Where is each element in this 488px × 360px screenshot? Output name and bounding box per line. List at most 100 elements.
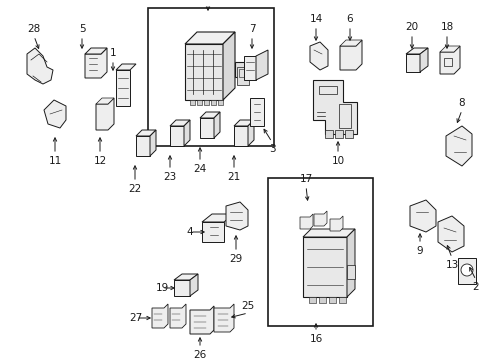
- Polygon shape: [457, 258, 475, 284]
- Polygon shape: [214, 112, 220, 138]
- Polygon shape: [419, 48, 427, 72]
- Bar: [328, 297, 335, 303]
- Bar: [210, 100, 216, 105]
- Polygon shape: [85, 48, 107, 54]
- Text: 29: 29: [229, 254, 242, 264]
- Polygon shape: [170, 304, 185, 328]
- Bar: [338, 297, 346, 303]
- Polygon shape: [214, 304, 234, 332]
- Bar: [239, 69, 246, 77]
- Polygon shape: [225, 202, 247, 230]
- Polygon shape: [190, 306, 214, 334]
- Text: 20: 20: [405, 22, 418, 32]
- Polygon shape: [309, 42, 327, 70]
- Polygon shape: [152, 304, 168, 328]
- Polygon shape: [329, 216, 342, 231]
- Polygon shape: [116, 64, 136, 70]
- Text: 14: 14: [309, 14, 322, 24]
- Bar: [218, 100, 223, 105]
- Bar: [203, 100, 208, 105]
- Bar: [443, 58, 451, 66]
- Polygon shape: [183, 120, 190, 146]
- Polygon shape: [234, 126, 247, 146]
- Polygon shape: [235, 62, 244, 77]
- Polygon shape: [405, 54, 419, 72]
- Text: 23: 23: [163, 172, 176, 182]
- Polygon shape: [339, 40, 361, 70]
- Polygon shape: [170, 120, 190, 126]
- Text: 6: 6: [346, 14, 353, 24]
- Polygon shape: [256, 50, 267, 80]
- Text: 24: 24: [193, 164, 206, 174]
- Text: 11: 11: [48, 156, 61, 166]
- Polygon shape: [136, 136, 150, 156]
- Bar: [197, 100, 202, 105]
- Polygon shape: [27, 48, 53, 84]
- Text: 17: 17: [299, 174, 312, 184]
- Text: 15: 15: [201, 0, 214, 2]
- Text: 2: 2: [472, 282, 478, 292]
- Text: 27: 27: [129, 313, 142, 323]
- Polygon shape: [303, 237, 346, 297]
- Text: 5: 5: [79, 24, 85, 34]
- Bar: [267, 178, 372, 326]
- Polygon shape: [439, 46, 459, 52]
- Polygon shape: [170, 126, 183, 146]
- Polygon shape: [174, 280, 190, 296]
- Text: 19: 19: [155, 283, 168, 293]
- Polygon shape: [96, 98, 114, 104]
- Text: 12: 12: [93, 156, 106, 166]
- Text: 1: 1: [109, 48, 116, 58]
- Polygon shape: [85, 48, 107, 78]
- Text: 25: 25: [241, 301, 254, 311]
- Bar: [318, 297, 325, 303]
- Polygon shape: [202, 222, 224, 242]
- Polygon shape: [445, 126, 471, 166]
- Polygon shape: [249, 98, 264, 126]
- Polygon shape: [184, 44, 223, 100]
- Polygon shape: [244, 56, 256, 80]
- Bar: [308, 297, 315, 303]
- Text: 8: 8: [458, 98, 465, 108]
- Circle shape: [460, 264, 472, 276]
- Text: 9: 9: [416, 246, 423, 256]
- Bar: [237, 67, 248, 85]
- Polygon shape: [334, 130, 342, 138]
- Text: 7: 7: [248, 24, 255, 34]
- Polygon shape: [325, 130, 332, 138]
- Text: 18: 18: [440, 22, 453, 32]
- Polygon shape: [174, 274, 198, 280]
- Text: 16: 16: [309, 334, 322, 344]
- Text: 22: 22: [128, 184, 142, 194]
- Text: 26: 26: [193, 350, 206, 360]
- Text: 28: 28: [27, 24, 41, 34]
- Bar: [346, 265, 354, 279]
- Polygon shape: [184, 32, 235, 44]
- Polygon shape: [439, 46, 459, 74]
- Polygon shape: [405, 48, 427, 54]
- Polygon shape: [313, 211, 326, 226]
- Polygon shape: [299, 214, 312, 229]
- Polygon shape: [44, 100, 66, 128]
- Polygon shape: [312, 80, 356, 134]
- Polygon shape: [150, 130, 156, 156]
- Polygon shape: [116, 70, 130, 106]
- Polygon shape: [202, 214, 234, 222]
- Bar: [190, 100, 195, 105]
- Polygon shape: [303, 229, 354, 237]
- Polygon shape: [346, 229, 354, 297]
- Polygon shape: [200, 118, 214, 138]
- Polygon shape: [234, 120, 253, 126]
- Polygon shape: [437, 216, 463, 252]
- Text: 3: 3: [268, 144, 275, 154]
- Polygon shape: [96, 98, 114, 130]
- Polygon shape: [247, 120, 253, 146]
- Polygon shape: [409, 200, 435, 232]
- Text: 10: 10: [331, 156, 344, 166]
- Bar: [148, 8, 273, 146]
- Polygon shape: [223, 32, 235, 100]
- Polygon shape: [345, 130, 352, 138]
- Text: 21: 21: [227, 172, 240, 182]
- Polygon shape: [339, 40, 361, 46]
- Polygon shape: [190, 274, 198, 296]
